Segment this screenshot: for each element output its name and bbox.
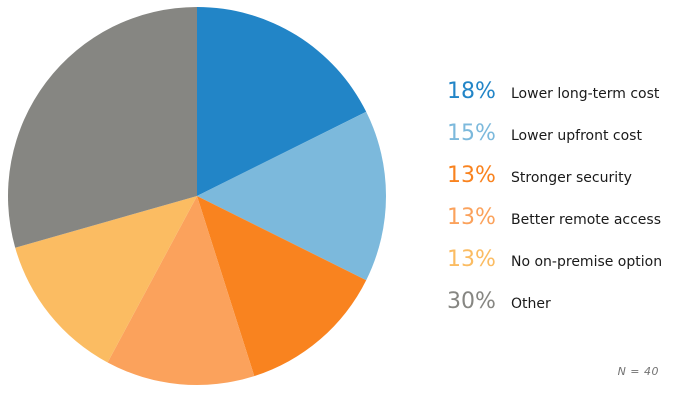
legend-label: Lower upfront cost <box>511 128 642 144</box>
pie-slice <box>197 6 367 196</box>
pie-slice <box>15 196 197 363</box>
legend: 18% Lower long-term cost 15% Lower upfront… <box>447 71 662 323</box>
legend-item: 13% Better remote access <box>447 197 662 239</box>
pie-slice <box>197 111 387 281</box>
legend-label: Other <box>511 296 551 312</box>
legend-percent: 18% <box>447 79 496 104</box>
pie-chart <box>7 6 387 386</box>
legend-item: 30% Other <box>447 281 662 323</box>
legend-item: 18% Lower long-term cost <box>447 71 662 113</box>
pie-slice <box>107 196 255 386</box>
legend-percent: 13% <box>447 247 496 272</box>
legend-label: No on-premise option <box>511 254 663 270</box>
legend-item: 13% Stronger security <box>447 155 662 197</box>
sample-size-note: N = 40 <box>617 365 659 378</box>
legend-percent: 30% <box>447 289 496 314</box>
legend-item: 13% No on-premise option <box>447 239 662 281</box>
legend-label: Better remote access <box>511 212 662 228</box>
pie-slice <box>7 7 197 248</box>
legend-percent: 13% <box>447 205 496 230</box>
pie-slice <box>197 196 367 377</box>
legend-item: 15% Lower upfront cost <box>447 113 662 155</box>
legend-label: Stronger security <box>511 170 632 186</box>
legend-label: Lower long-term cost <box>511 86 660 102</box>
legend-percent: 13% <box>447 163 496 188</box>
legend-percent: 15% <box>447 121 496 146</box>
